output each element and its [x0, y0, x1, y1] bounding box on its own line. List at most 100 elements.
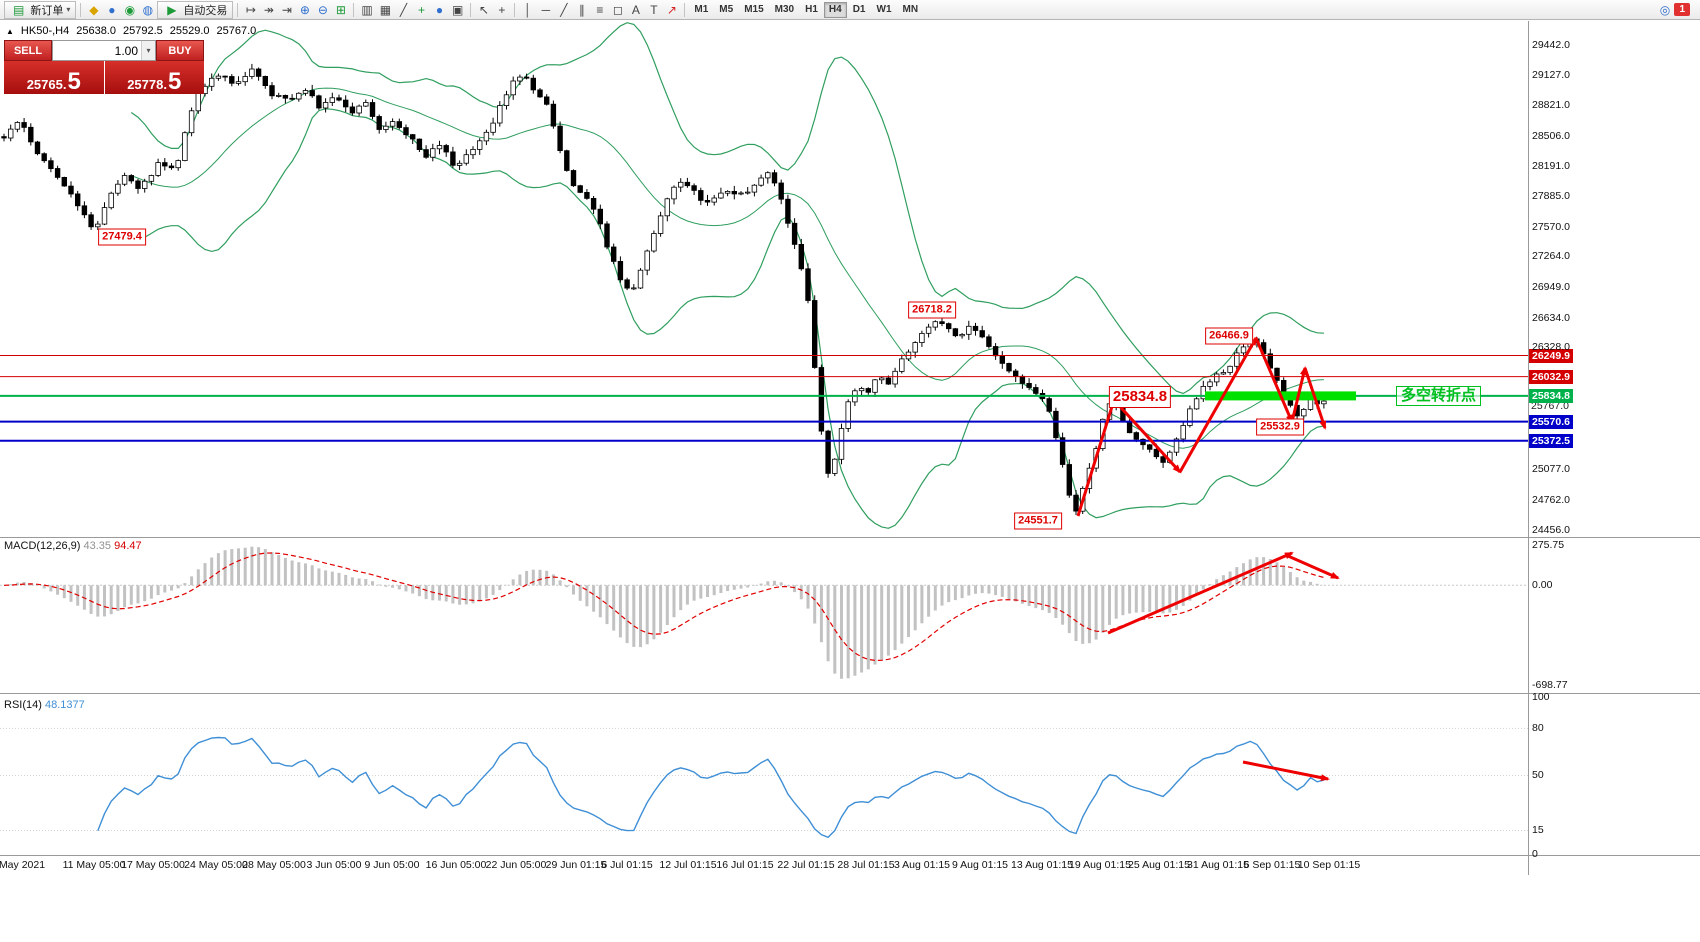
indicators-icon[interactable]: + [418, 2, 426, 17]
open-value: 25638.0 [76, 25, 116, 37]
shapes-icon[interactable]: ◻ [612, 2, 623, 17]
volume-dropdown-icon[interactable]: ▾ [141, 41, 155, 60]
horizontal-line-icon[interactable]: ─ [541, 2, 551, 17]
low-value: 25529.0 [169, 25, 210, 37]
auto-scroll-icon[interactable]: ↠ [263, 2, 274, 17]
time-axis-label: 3 Jun 05:00 [306, 859, 362, 871]
zoom-in-icon[interactable]: ⊕ [299, 2, 310, 17]
buy-price-pips: 5 [167, 68, 182, 95]
current-price-label: 25767.0 [1531, 400, 1569, 412]
close-value: 25767.0 [216, 25, 257, 37]
rsi-axis-tick: 100 [1532, 691, 1550, 703]
time-axis-label: 9 Jun 05:00 [364, 859, 420, 871]
tile-windows-icon[interactable]: ⊞ [335, 2, 346, 17]
time-axis-label: 3 Aug 01:15 [893, 859, 951, 871]
high-value: 25792.5 [122, 25, 163, 37]
macd-main-value: 43.35 [83, 540, 112, 552]
timeframe-mn-button[interactable]: MN [898, 2, 924, 18]
zoom-out-icon[interactable]: ⊖ [317, 2, 328, 17]
timeframe-m15-button[interactable]: M15 [739, 2, 768, 18]
price-badge: 25834.8 [1529, 389, 1573, 403]
auto-trading-button[interactable]: ▶ 自动交易 [157, 0, 234, 19]
time-axis-label: 12 Jul 01:15 [659, 859, 717, 871]
buy-button[interactable]: BUY [156, 40, 204, 61]
arrows-tool-icon[interactable]: ↗ [666, 2, 677, 17]
price-axis-tick: 24456.0 [1532, 524, 1570, 536]
sell-button[interactable]: SELL [4, 40, 52, 61]
trend-arrows [1076, 336, 1340, 782]
calendar-icon[interactable]: ◍ [142, 2, 154, 17]
line-chart-icon[interactable]: ╱ [399, 2, 408, 17]
price-axis-tick: 28821.0 [1532, 99, 1570, 111]
toolbar-separator [514, 2, 516, 17]
time-axis-label: 22 Jul 01:15 [777, 859, 835, 871]
time-axis-label: 29 Jun 01:15 [545, 859, 607, 871]
macd-indicator-label: MACD(12,26,9) 43.35 94.47 [4, 540, 142, 552]
price-badge: 26249.9 [1529, 349, 1573, 363]
text-label-icon[interactable]: T [650, 2, 658, 17]
notification-badge[interactable]: 1 [1674, 3, 1690, 16]
time-axis-label: May 2021 [0, 859, 46, 871]
sell-price-main: 25765. [26, 77, 67, 92]
price-axis-tick: 26949.0 [1532, 281, 1570, 293]
toolbar-separator [80, 2, 82, 17]
timeframe-h1-button[interactable]: H1 [800, 2, 823, 18]
toolbar-separator [470, 2, 472, 17]
scroll-to-end-icon[interactable]: ⇥ [281, 2, 292, 17]
sell-price-pips: 5 [67, 68, 81, 95]
chart-price-label: 25532.9 [1256, 418, 1304, 436]
time-axis-label: 17 May 05:00 [121, 859, 185, 871]
chart-price-label: 27479.4 [98, 228, 146, 246]
mql-market-icon[interactable]: ◆ [89, 2, 99, 17]
new-order-button[interactable]: ▤ 新订单 ▾ [4, 0, 77, 19]
timeframe-m30-button[interactable]: M30 [770, 2, 799, 18]
rsi-panel [0, 727, 1528, 839]
time-axis-label: 31 Aug 01:15 [1187, 859, 1249, 871]
time-axis-label: 24 May 05:00 [184, 859, 248, 871]
timeframe-d1-button[interactable]: D1 [848, 2, 871, 18]
chart-price-label: 25834.8 [1108, 386, 1172, 408]
new-order-button-caret-icon: ▾ [66, 5, 71, 14]
price-badge: 26032.9 [1529, 370, 1573, 384]
volume-input[interactable] [53, 41, 141, 60]
profile-icon[interactable]: ● [108, 2, 116, 17]
main-toolbar: ▤ 新订单 ▾ ◆ ● ◉ ◍ ▶ 自动交易 ↦ ↠ ⇥ ⊕ ⊖ ⊞ ▥ ▦ ╱ + ● ▣ ↖ + │ ─ ╱ ∥ ≡ ◻ A T ↗ M1 M… [0, 0, 1700, 20]
chart-price-label: 26718.2 [908, 301, 956, 319]
volume-field: ▾ [52, 40, 156, 61]
templates-icon[interactable]: ▣ [452, 2, 464, 17]
macd-axis-tick: 0.00 [1532, 579, 1553, 591]
trendline-icon[interactable]: ╱ [560, 2, 568, 17]
search-icon[interactable]: ◎ [1659, 2, 1671, 17]
bar-chart-icon[interactable]: ▥ [361, 2, 373, 17]
turning-point-annotation: 多空转折点 [1396, 386, 1482, 406]
crosshair-icon[interactable]: + [498, 2, 506, 17]
time-axis-label: 6 Sep 01:15 [1243, 859, 1301, 871]
price-axis-tick: 25077.0 [1532, 463, 1570, 475]
news-icon[interactable]: ◉ [124, 2, 136, 17]
price-axis-tick: 26328.0 [1532, 341, 1570, 353]
timeframe-h4-button[interactable]: H4 [823, 1, 847, 18]
periods-icon[interactable]: ● [435, 2, 444, 17]
time-axis-label: 19 Aug 01:15 [1069, 859, 1131, 871]
buy-price[interactable]: 25778. 5 [104, 61, 204, 95]
candlestick-chart-icon[interactable]: ▦ [379, 2, 392, 17]
macd-signal-value: 94.47 [114, 540, 142, 552]
time-axis-label: 6 Jul 01:15 [601, 859, 653, 871]
expand-icon[interactable]: ▲ [6, 26, 14, 36]
vertical-line-icon[interactable]: │ [524, 2, 532, 17]
rsi-axis-tick: 15 [1532, 824, 1544, 836]
macd-name: MACD(12,26,9) [4, 540, 81, 552]
fibonacci-icon[interactable]: ≡ [596, 2, 604, 17]
auto-trading-icon: ▶ [167, 2, 177, 17]
timeframe-m5-button[interactable]: M5 [714, 2, 738, 18]
channel-icon[interactable]: ∥ [578, 2, 585, 17]
sell-price[interactable]: 25765. 5 [4, 61, 104, 94]
text-icon[interactable]: A [631, 2, 640, 17]
macd-panel [0, 546, 1528, 679]
timeframe-m1-button[interactable]: M1 [689, 2, 713, 18]
cursor-icon[interactable]: ↖ [478, 2, 489, 17]
timeframe-w1-button[interactable]: W1 [872, 2, 897, 18]
chart-shift-icon[interactable]: ↦ [245, 2, 256, 17]
